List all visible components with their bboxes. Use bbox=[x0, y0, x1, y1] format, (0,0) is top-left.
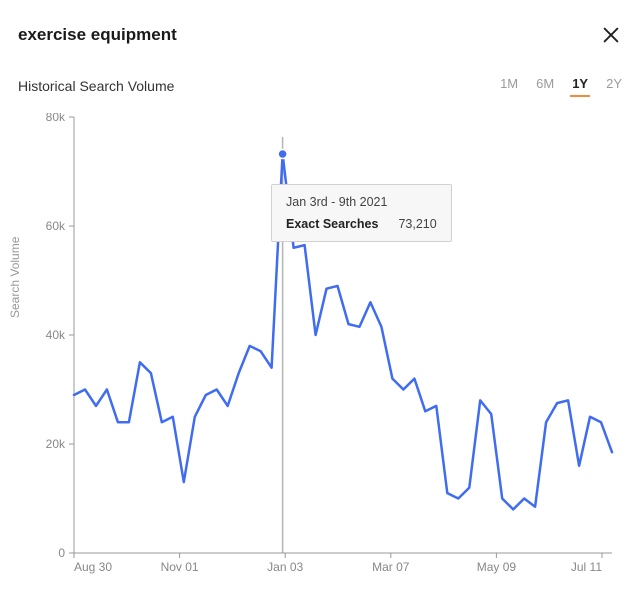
panel-title: exercise equipment bbox=[18, 25, 177, 45]
line-chart[interactable]: 0 20k 40k 60k 80k Aug 30 Nov 01 Jan 03 Mar 07 May… bbox=[18, 113, 618, 583]
chart-container: Search Volume 020k40k60k80kAug 30Nov 01J… bbox=[18, 113, 618, 583]
range-tabs: 1M 6M 1Y 2Y bbox=[500, 76, 622, 95]
range-tab-1y[interactable]: 1Y bbox=[572, 76, 588, 95]
svg-text:60k: 60k bbox=[46, 219, 66, 233]
svg-text:0: 0 bbox=[58, 546, 65, 560]
svg-text:Jan 03: Jan 03 bbox=[267, 560, 303, 574]
panel-header: exercise equipment bbox=[18, 24, 622, 46]
svg-text:80k: 80k bbox=[46, 113, 66, 124]
svg-text:20k: 20k bbox=[46, 437, 66, 451]
panel-subheader: Historical Search Volume 1M 6M 1Y 2Y bbox=[18, 76, 622, 95]
svg-text:Nov 01: Nov 01 bbox=[161, 560, 199, 574]
range-tab-6m[interactable]: 6M bbox=[536, 76, 554, 95]
range-tab-1m[interactable]: 1M bbox=[500, 76, 518, 95]
svg-text:May 09: May 09 bbox=[477, 560, 517, 574]
range-tab-2y[interactable]: 2Y bbox=[606, 76, 622, 95]
search-volume-panel: exercise equipment Historical Search Vol… bbox=[0, 0, 640, 616]
svg-text:Aug 30: Aug 30 bbox=[74, 560, 112, 574]
close-icon[interactable] bbox=[600, 24, 622, 46]
svg-text:40k: 40k bbox=[46, 328, 66, 342]
svg-text:Mar 07: Mar 07 bbox=[372, 560, 410, 574]
svg-text:Jul 11: Jul 11 bbox=[571, 560, 602, 574]
section-title: Historical Search Volume bbox=[18, 78, 174, 94]
